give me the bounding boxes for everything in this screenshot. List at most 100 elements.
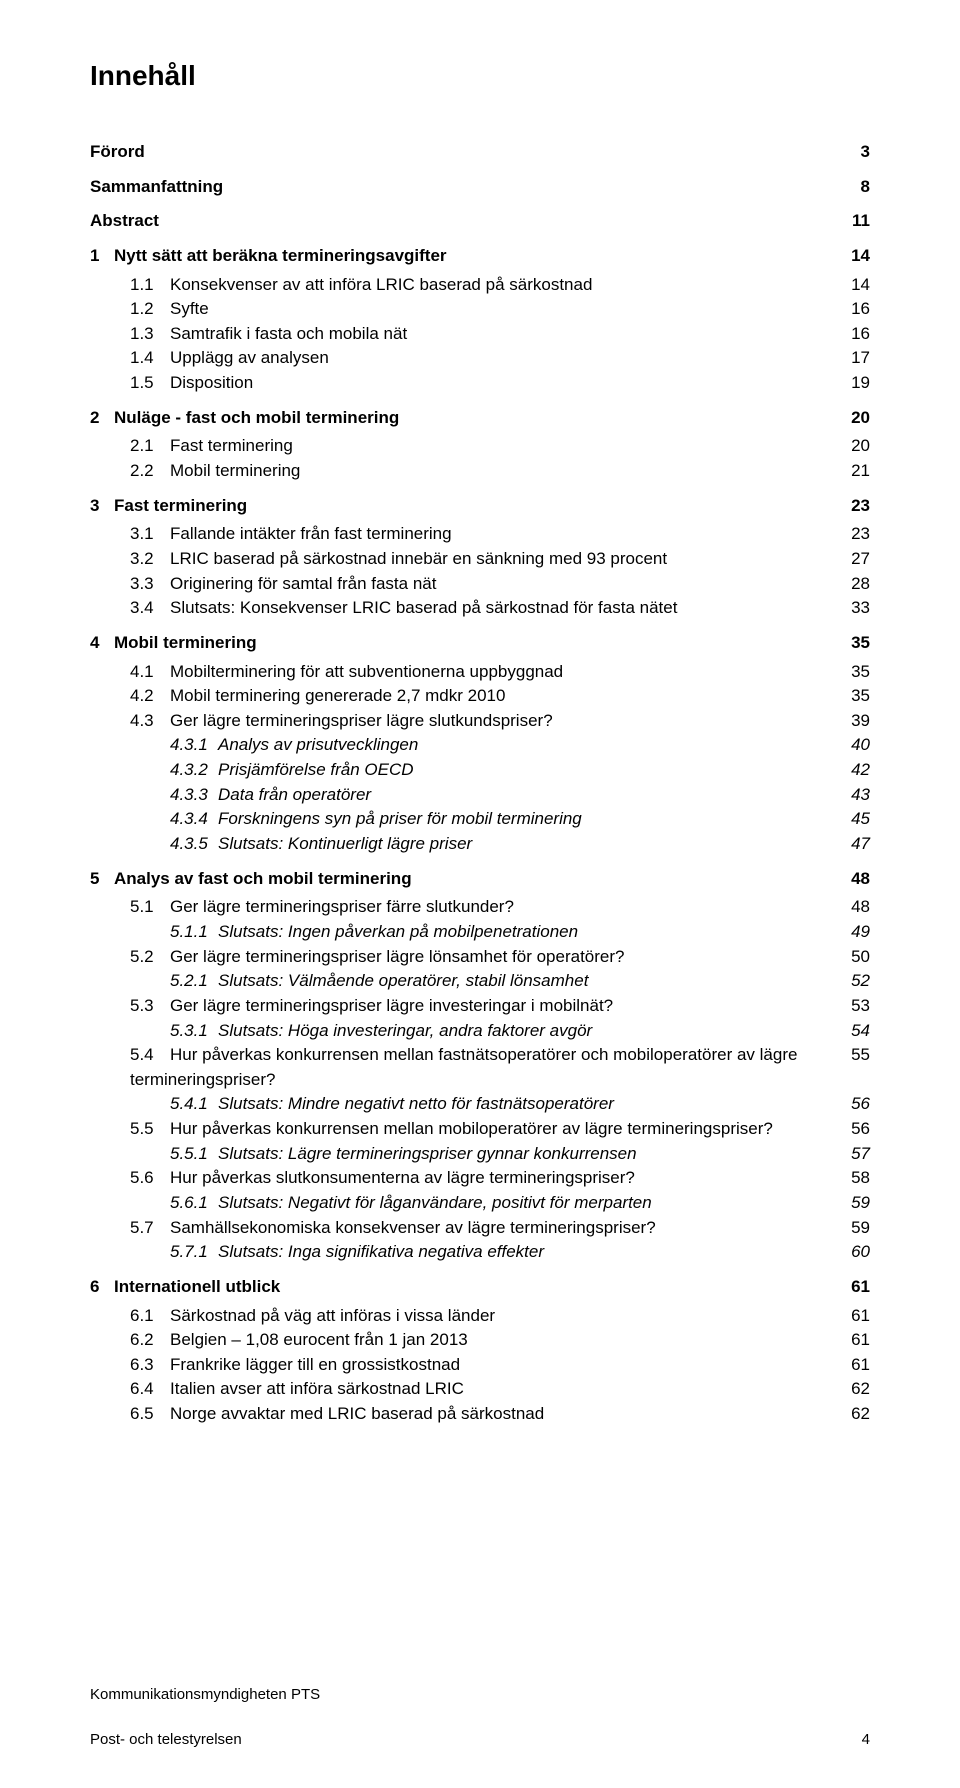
toc-entry-title: Mobilterminering för att subventionerna … [170, 662, 563, 681]
toc-entry-number: 4.3.4 [170, 807, 218, 832]
toc-entry-number: 1 [90, 244, 114, 269]
toc-entry-text: 6Internationell utblick [90, 1275, 840, 1300]
toc-entry-page: 17 [840, 346, 870, 371]
toc-entry-title: Förord [90, 142, 145, 161]
toc-gap [90, 1265, 870, 1275]
toc-entry: 1.4Upplägg av analysen17 [130, 346, 870, 371]
footer-page-number: 4 [862, 1731, 870, 1748]
toc-entry-text: 1.3Samtrafik i fasta och mobila nät [130, 322, 840, 347]
toc-entry: 2.2Mobil terminering21 [130, 459, 870, 484]
toc-entry: 3.4Slutsats: Konsekvenser LRIC baserad p… [130, 596, 870, 621]
toc-entry-page: 57 [840, 1142, 870, 1167]
toc-entry-number: 1.1 [130, 273, 170, 298]
toc-entry-title: LRIC baserad på särkostnad innebär en sä… [170, 549, 667, 568]
toc-entry-title: Data från operatörer [218, 785, 371, 804]
toc-entry-text: 4.3.5Slutsats: Kontinuerligt lägre prise… [170, 832, 840, 857]
toc-entry: 5.7.1Slutsats: Inga signifikativa negati… [170, 1240, 870, 1265]
toc-entry: 5.2Ger lägre termineringspriser lägre lö… [130, 945, 870, 970]
toc-entry-text: 2.1Fast terminering [130, 434, 840, 459]
toc-entry-number: 4 [90, 631, 114, 656]
toc-entry: 5.5.1Slutsats: Lägre termineringspriser … [170, 1142, 870, 1167]
toc-entry-page: 59 [840, 1216, 870, 1241]
toc-entry-title: Ger lägre termineringspriser lägre lönsa… [170, 947, 624, 966]
toc-entry-page: 20 [840, 406, 870, 431]
toc-entry-page: 35 [840, 660, 870, 685]
toc-entry-text: 2.2Mobil terminering [130, 459, 840, 484]
toc-entry-number: 5.2 [130, 945, 170, 970]
toc-entry-text: Sammanfattning [90, 175, 840, 200]
table-of-contents: Förord3Sammanfattning8Abstract111Nytt sä… [90, 140, 870, 1427]
toc-entry: 5.1.1Slutsats: Ingen påverkan på mobilpe… [170, 920, 870, 945]
toc-entry-text: 1Nytt sätt att beräkna termineringsavgif… [90, 244, 840, 269]
toc-entry-text: 4Mobil terminering [90, 631, 840, 656]
toc-entry: 5.5Hur påverkas konkurrensen mellan mobi… [130, 1117, 870, 1142]
toc-entry-number: 5.5.1 [170, 1142, 218, 1167]
toc-entry-text: 2Nuläge - fast och mobil terminering [90, 406, 840, 431]
toc-entry-text: 4.3Ger lägre termineringspriser lägre sl… [130, 709, 840, 734]
toc-entry-title: Konsekvenser av att införa LRIC baserad … [170, 275, 592, 294]
toc-entry-page: 62 [840, 1402, 870, 1427]
toc-entry-text: 5Analys av fast och mobil terminering [90, 867, 840, 892]
toc-entry-title: Nuläge - fast och mobil terminering [114, 408, 399, 427]
toc-entry-text: 1.1Konsekvenser av att införa LRIC baser… [130, 273, 840, 298]
toc-entry-title: Ger lägre termineringspriser lägre slutk… [170, 711, 553, 730]
toc-entry-number: 5.1.1 [170, 920, 218, 945]
toc-entry-page: 27 [840, 547, 870, 572]
toc-entry-text: Abstract [90, 209, 840, 234]
toc-entry-text: 5.3.1Slutsats: Höga investeringar, andra… [170, 1019, 840, 1044]
toc-entry-page: 28 [840, 572, 870, 597]
toc-entry: 5.7Samhällsekonomiska konsekvenser av lä… [130, 1216, 870, 1241]
toc-entry-text: 5.1Ger lägre termineringspriser färre sl… [130, 895, 840, 920]
toc-entry-text: 4.3.1Analys av prisutvecklingen [170, 733, 840, 758]
toc-entry: Förord 3 [90, 140, 870, 165]
toc-entry-page: 61 [840, 1275, 870, 1300]
toc-entry-text: 6.5Norge avvaktar med LRIC baserad på sä… [130, 1402, 840, 1427]
toc-entry: 2.1Fast terminering20 [130, 434, 870, 459]
toc-entry-page: 14 [840, 273, 870, 298]
toc-entry-number: 4.3.3 [170, 783, 218, 808]
toc-entry-number: 4.3.2 [170, 758, 218, 783]
toc-entry-title: Samhällsekonomiska konsekvenser av lägre… [170, 1218, 656, 1237]
toc-entry: Abstract11 [90, 209, 870, 234]
toc-entry-page: 43 [840, 783, 870, 808]
toc-entry-text: 6.1Särkostnad på väg att införas i vissa… [130, 1304, 840, 1329]
toc-entry-title: Sammanfattning [90, 177, 223, 196]
toc-gap [90, 484, 870, 494]
toc-entry-number: 1.4 [130, 346, 170, 371]
toc-entry-page: 16 [840, 297, 870, 322]
toc-entry-text: 3.4Slutsats: Konsekvenser LRIC baserad p… [130, 596, 840, 621]
toc-entry-number: 1.2 [130, 297, 170, 322]
toc-entry-page: 52 [840, 969, 870, 994]
toc-entry-number: 3.3 [130, 572, 170, 597]
toc-entry-number: 1.3 [130, 322, 170, 347]
toc-entry-page: 54 [840, 1019, 870, 1044]
toc-entry-page: 35 [840, 684, 870, 709]
toc-entry-title: Slutsats: Kontinuerligt lägre priser [218, 834, 472, 853]
toc-entry-page: 61 [840, 1328, 870, 1353]
toc-entry-number: 4.3 [130, 709, 170, 734]
toc-entry-text: 5.7Samhällsekonomiska konsekvenser av lä… [130, 1216, 840, 1241]
toc-entry-text: 1.4Upplägg av analysen [130, 346, 840, 371]
toc-entry-number: 5.2.1 [170, 969, 218, 994]
toc-entry-page: 23 [840, 494, 870, 519]
toc-entry-text: 4.3.3Data från operatörer [170, 783, 840, 808]
toc-entry-text: 6.3Frankrike lägger till en grossistkost… [130, 1353, 840, 1378]
toc-entry-number: 5.6 [130, 1166, 170, 1191]
toc-entry: 4.3.4Forskningens syn på priser för mobi… [170, 807, 870, 832]
toc-entry-text: 5.2.1Slutsats: Välmående operatörer, sta… [170, 969, 840, 994]
toc-entry-page: 3 [840, 140, 870, 165]
toc-entry: 4.1Mobilterminering för att subventioner… [130, 660, 870, 685]
toc-gap [90, 621, 870, 631]
toc-entry-page: 56 [840, 1092, 870, 1117]
toc-entry-title: Prisjämförelse från OECD [218, 760, 414, 779]
toc-entry-text: 5.5.1Slutsats: Lägre termineringspriser … [170, 1142, 840, 1167]
toc-entry-title: Mobil terminering genererade 2,7 mdkr 20… [170, 686, 505, 705]
toc-entry-page: 61 [840, 1353, 870, 1378]
toc-entry-page: 48 [840, 895, 870, 920]
toc-entry-text: 4.2Mobil terminering genererade 2,7 mdkr… [130, 684, 840, 709]
toc-entry-title: Slutsats: Inga signifikativa negativa ef… [218, 1242, 544, 1261]
toc-entry: 6.2Belgien – 1,08 eurocent från 1 jan 20… [130, 1328, 870, 1353]
toc-entry-title: Mobil terminering [114, 633, 257, 652]
toc-entry-page: 56 [840, 1117, 870, 1142]
toc-entry-title: Disposition [170, 373, 253, 392]
